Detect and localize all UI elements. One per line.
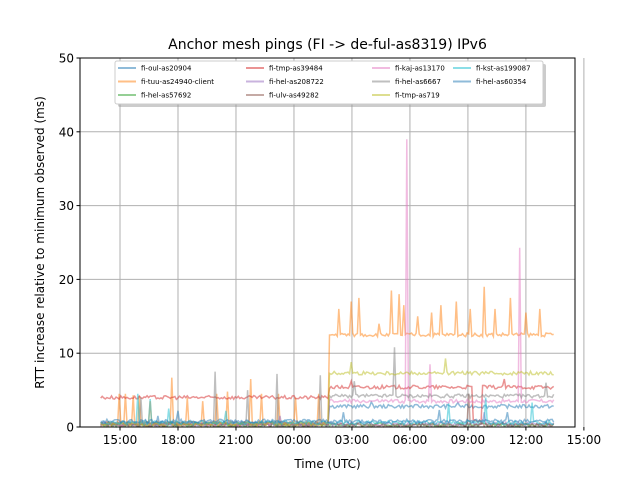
x-tick-label: 21:00 bbox=[219, 433, 254, 447]
y-tick-label: 40 bbox=[59, 125, 74, 139]
legend-label: fi-hel-as57692 bbox=[141, 92, 191, 100]
plot-frame bbox=[79, 57, 576, 428]
legend-label: fi-oul-as20904 bbox=[141, 65, 192, 73]
chart-title: Anchor mesh pings (FI -> de-ful-as8319) … bbox=[168, 37, 487, 53]
x-tick-label: 18:00 bbox=[161, 433, 196, 447]
legend-label: fi-hel-as60354 bbox=[476, 78, 527, 86]
legend-label: fi-tuu-as24940-client bbox=[141, 78, 214, 86]
x-tick-label: 09:00 bbox=[451, 433, 486, 447]
legend-label: fi-tmp-as719 bbox=[395, 92, 440, 100]
y-tick-label: 30 bbox=[59, 199, 74, 213]
series-line-fi-kst-as199087 bbox=[100, 393, 554, 427]
series-line-fi-hel-as60354 bbox=[100, 409, 555, 425]
y-tick-label: 10 bbox=[59, 347, 74, 361]
x-tick-label: 12:00 bbox=[509, 433, 544, 447]
legend-label: fi-ulv-as49282 bbox=[269, 92, 319, 100]
legend: fi-oul-as20904 fi-tuu-as24940-client fi-he… bbox=[114, 60, 546, 107]
x-tick-label: 15:00 bbox=[567, 433, 602, 447]
legend-label: fi-tmp-as39484 bbox=[269, 65, 323, 73]
legend-label: fi-hel-as6667 bbox=[395, 78, 441, 86]
y-axis-ticks: 0 10 20 30 40 50 bbox=[59, 52, 80, 435]
legend-label: fi-kst-as199087 bbox=[476, 65, 531, 73]
y-tick-label: 0 bbox=[66, 421, 74, 435]
y-tick-label: 20 bbox=[59, 273, 74, 287]
legend-label: fi-kaj-as13170 bbox=[395, 65, 445, 73]
y-axis-label: RTT increase relative to minimum observe… bbox=[33, 96, 47, 389]
x-axis-ticks: 15:00 18:00 21:00 00:00 03:00 06:00 09:00 12:00… bbox=[103, 427, 601, 447]
x-tick-label: 06:00 bbox=[393, 433, 428, 447]
y-tick-label: 50 bbox=[59, 52, 74, 66]
x-tick-label: 00:00 bbox=[277, 433, 312, 447]
series-lines bbox=[100, 139, 555, 429]
x-tick-label: 03:00 bbox=[335, 433, 370, 447]
legend-label: fi-hel-as208722 bbox=[269, 78, 324, 86]
x-tick-label: 15:00 bbox=[103, 433, 138, 447]
x-axis-label: Time (UTC) bbox=[293, 457, 360, 471]
